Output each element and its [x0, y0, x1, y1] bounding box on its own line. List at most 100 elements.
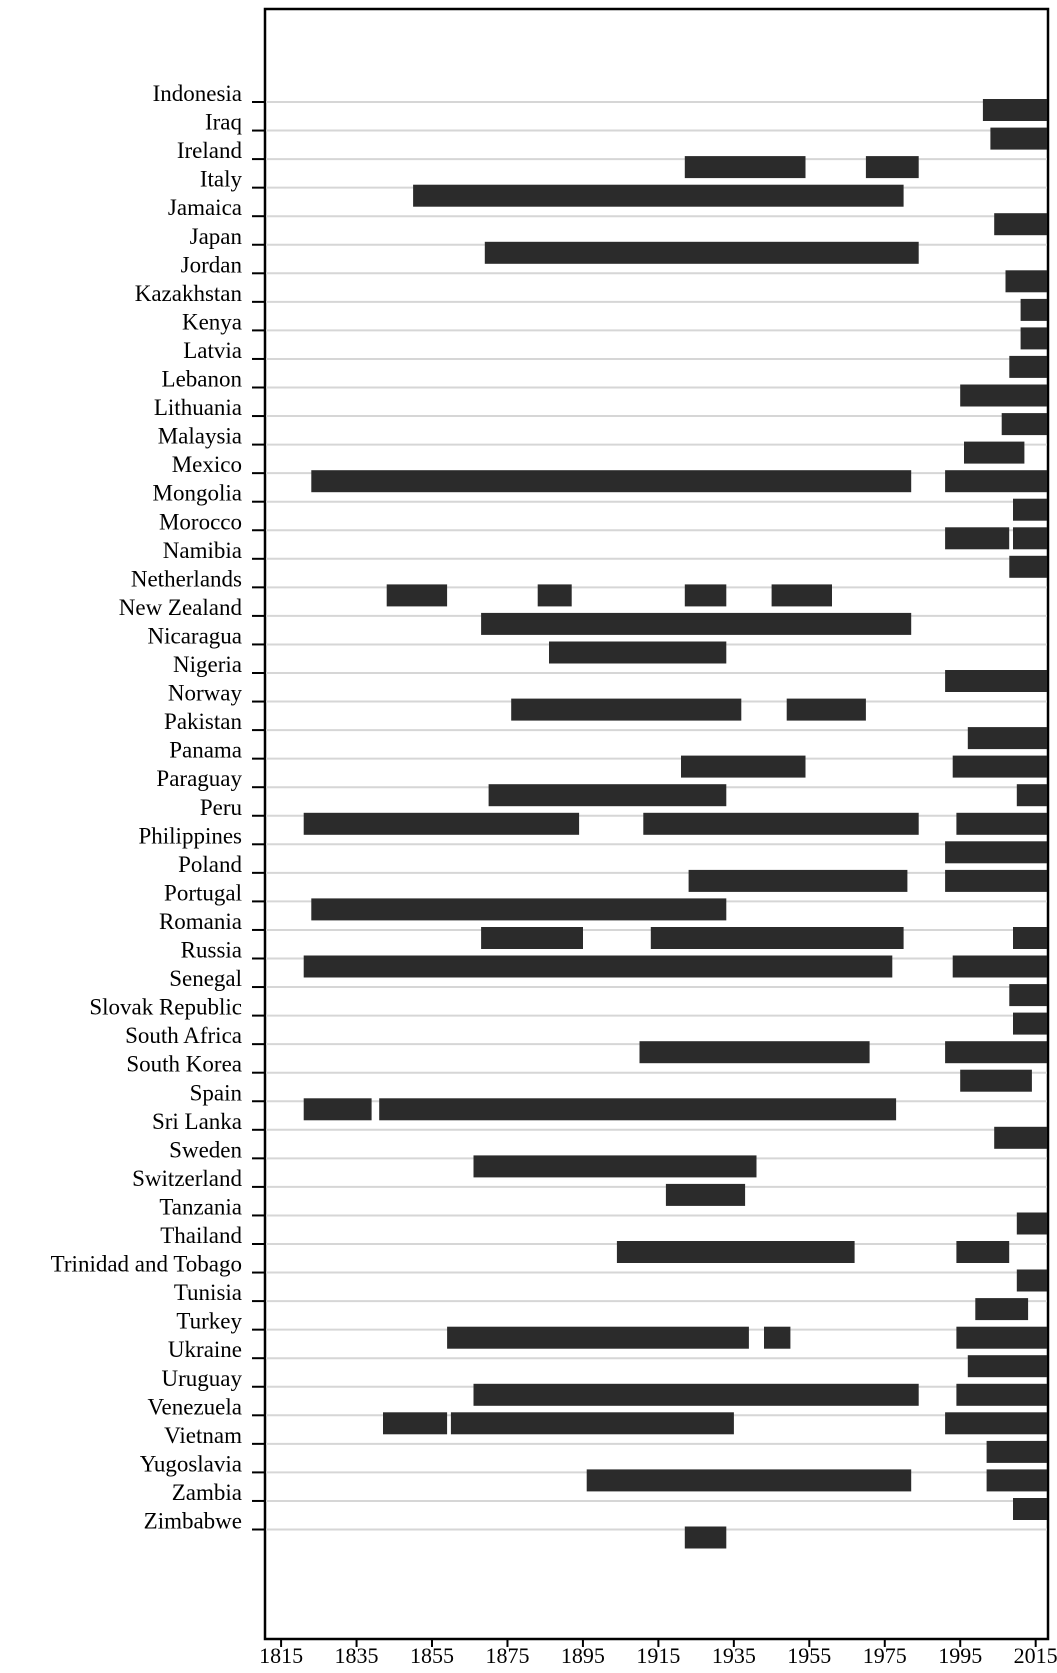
row-label: Jordan [181, 252, 243, 277]
row-label: Sri Lanka [152, 1109, 242, 1134]
range-bar [684, 1526, 727, 1549]
range-bar [1016, 1212, 1047, 1235]
x-tick-label: 1995 [938, 1643, 982, 1668]
range-bar [311, 898, 727, 921]
row-label: Mexico [172, 452, 242, 477]
range-bar [771, 584, 832, 607]
row-label: Slovak Republic [89, 995, 242, 1020]
row-label: Morocco [159, 509, 242, 534]
range-bar [537, 584, 572, 607]
x-axis: 1815 1835 1855 1875 1895 1915 1935 1955 1975 1995… [259, 1638, 1057, 1668]
x-tick-label: 1915 [636, 1643, 680, 1668]
range-bar [990, 127, 1047, 150]
range-bar [994, 213, 1047, 236]
x-tick-label: 2015 [1014, 1643, 1057, 1668]
range-bar [303, 812, 580, 835]
range-bar [945, 527, 1010, 550]
row-label: Yugoslavia [140, 1451, 242, 1476]
range-bar [681, 755, 806, 778]
range-bar [484, 241, 919, 264]
row-label: Poland [178, 852, 242, 877]
range-bar [945, 869, 1047, 892]
range-bar [481, 612, 912, 635]
range-bar [786, 698, 866, 721]
row-label: Netherlands [131, 566, 242, 591]
x-tick-label: 1955 [787, 1643, 831, 1668]
row-label: Venezuela [148, 1394, 243, 1419]
range-bar [447, 1326, 749, 1349]
row-label: Japan [190, 224, 243, 249]
row-label: Kenya [182, 309, 242, 334]
range-bar [982, 99, 1047, 121]
row-label: Senegal [169, 966, 242, 991]
row-label: Nicaragua [148, 623, 243, 648]
row-label: Italy [200, 167, 243, 192]
row-label: Sweden [169, 1137, 242, 1162]
x-tick-label: 1935 [712, 1643, 756, 1668]
range-bar [986, 1469, 1047, 1492]
range-bar [1013, 1498, 1047, 1520]
range-bar [303, 955, 893, 978]
row-label: Norway [168, 681, 243, 706]
range-bar [650, 927, 904, 949]
range-bar [1020, 327, 1047, 350]
range-bar [488, 784, 727, 807]
range-bar [945, 1041, 1047, 1064]
row-label: Peru [200, 795, 243, 820]
row-label: Namibia [163, 538, 242, 563]
range-bar [1013, 1012, 1047, 1035]
range-bar [1013, 927, 1047, 949]
range-bar [481, 927, 583, 949]
range-bar [952, 955, 1047, 978]
row-label: Tanzania [159, 1194, 242, 1219]
row-label: Jamaica [168, 195, 242, 220]
range-bar [383, 1412, 448, 1435]
row-label: New Zealand [119, 595, 243, 620]
row-label: Switzerland [132, 1166, 242, 1191]
range-bar [684, 156, 806, 179]
range-bar [586, 1469, 912, 1492]
range-bar [986, 1440, 1047, 1463]
row-label: Panama [169, 738, 242, 763]
row-label: Lebanon [162, 367, 243, 392]
range-bar [684, 584, 727, 607]
range-bar [945, 470, 1047, 493]
range-bar [386, 584, 448, 607]
range-bar [1013, 527, 1047, 550]
range-bar [1005, 270, 1047, 293]
range-bar [960, 1069, 1032, 1092]
range-bar [549, 641, 727, 664]
range-bar [956, 1326, 1047, 1349]
range-bar [616, 1241, 855, 1263]
range-bar [952, 755, 1047, 778]
range-bar [1001, 413, 1047, 436]
row-label: Iraq [205, 110, 243, 135]
range-bar [303, 1098, 372, 1121]
row-label: Lithuania [154, 395, 242, 420]
row-label: Philippines [138, 823, 242, 848]
row-label: Mongolia [153, 481, 242, 506]
range-bar [967, 1355, 1047, 1378]
range-bar [945, 1412, 1047, 1435]
row-label: Russia [181, 938, 242, 963]
range-bar [1016, 784, 1047, 807]
range-bar [311, 470, 912, 493]
row-label: Spain [190, 1080, 243, 1105]
row-ticks [252, 101, 265, 1531]
range-bar [994, 1126, 1047, 1149]
x-tick-label: 1895 [561, 1643, 605, 1668]
range-bar [945, 841, 1047, 864]
range-bar [956, 1383, 1047, 1406]
row-label: Kazakhstan [135, 281, 243, 306]
row-label: Uruguay [162, 1366, 243, 1391]
row-label: Pakistan [164, 709, 242, 734]
range-bar [865, 156, 919, 179]
range-bar [960, 384, 1047, 407]
row-label: Malaysia [158, 424, 242, 449]
range-bar [473, 1155, 757, 1178]
range-bar [1016, 1269, 1047, 1292]
range-bar [511, 698, 742, 721]
range-bar [1009, 984, 1047, 1007]
row-label: Nigeria [173, 652, 242, 677]
x-tick-label: 1875 [485, 1643, 529, 1668]
